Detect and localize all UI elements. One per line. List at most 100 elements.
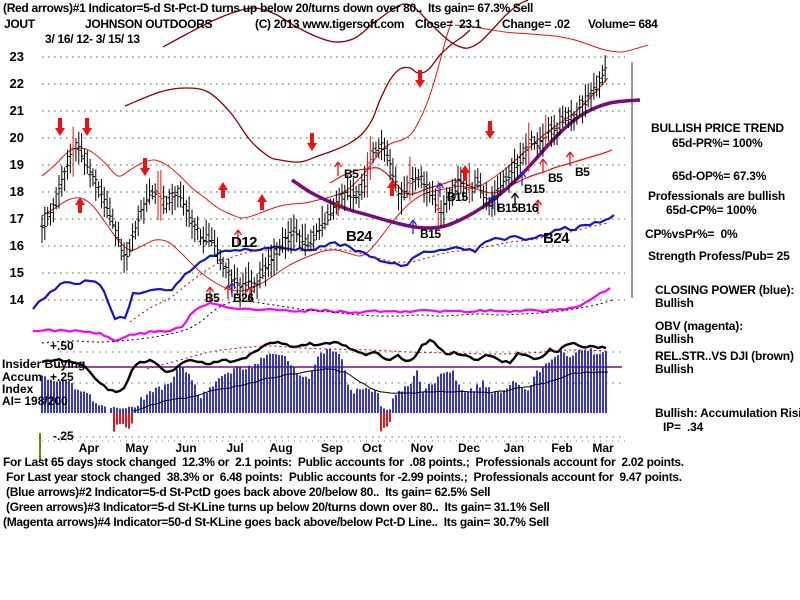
price-axis-label: 18: [9, 184, 24, 199]
signal-label-d12: D12: [231, 234, 258, 251]
signal-label-b5: B5: [548, 171, 563, 185]
price-axis-label: 22: [9, 76, 24, 91]
month-axis-label-aug: Aug: [269, 441, 293, 455]
month-axis-label-nov: Nov: [410, 441, 434, 455]
relstr-header-squiggle-line: [162, 0, 529, 49]
relstr-vs-dji-line: [124, 29, 471, 163]
signal-label-b15: B15: [420, 227, 441, 241]
footer-indicator-line-5: (Magenta arrows)#4 Indicator=50-d St-KLi…: [3, 515, 549, 529]
signal-label-b5: B5: [205, 291, 220, 305]
price-axis-label: 21: [9, 103, 24, 118]
price-axis-label: 23: [9, 49, 24, 64]
month-axis-label-apr: Apr: [78, 441, 100, 455]
thin-red-up-arrow: [565, 151, 571, 158]
close-value: Close= 23.1: [415, 17, 482, 31]
copyright-text: (C) 2013 www.tigersoft.com: [255, 17, 405, 31]
left-axis-label: +.50: [50, 339, 74, 353]
right-panel-text: Strength Profess/Pub= 25: [648, 249, 790, 263]
price-axis-label: 17: [9, 211, 24, 226]
accum-thin-ma-line: [132, 368, 609, 412]
upper-band-2-line: [454, 24, 649, 53]
right-panel-text: CP%vsPr%= 0%: [645, 227, 738, 241]
thin-red-up-arrow: [333, 201, 339, 208]
right-panel-text: IP= .34: [663, 420, 704, 434]
bold-red-down-arrow: [307, 143, 317, 151]
left-axis-label: Insider Buying: [2, 357, 86, 371]
bold-red-up-arrow: [387, 180, 397, 188]
thin-red-up-arrow: [223, 284, 229, 291]
price-axis-label: 14: [9, 292, 24, 307]
signal-label-b24: B24: [543, 230, 570, 247]
bold-red-up-arrow: [257, 194, 267, 202]
indicator1-description: (Red arrows)#1 Indicator=5-d St-Pct-D tu…: [3, 1, 534, 15]
thin-red-up-arrow: [538, 158, 544, 165]
cp-dotted-red-line: [129, 222, 609, 323]
company-name: JOHNSON OUTDOORS: [85, 17, 213, 31]
thin-red-up-arrow: [245, 286, 251, 293]
thin-red-up-arrow: [205, 286, 211, 293]
footer-indicator-line-2: For Last year stock changed 38.3% or 6.4…: [3, 470, 682, 484]
bold-red-up-arrow: [75, 197, 85, 205]
month-axis-label-dec: Dec: [457, 441, 480, 455]
month-axis-label-jul: Jul: [226, 441, 244, 455]
right-panel-text: BULLISH PRICE TREND: [651, 121, 784, 135]
bold-red-down-arrow: [415, 80, 425, 88]
month-axis-label-mar: Mar: [592, 441, 614, 455]
thin-blue-up-arrow: [227, 282, 233, 289]
lower-band-line: [41, 77, 609, 292]
signal-label-b24: B24: [346, 228, 373, 245]
thin-black-up-arrow: [510, 192, 516, 199]
thin-red-up-arrow: [537, 199, 543, 206]
signal-label-b5: B5: [575, 165, 590, 179]
bold-red-up-arrow: [218, 182, 228, 190]
upper-band-line: [41, 19, 453, 219]
thin-blue-up-arrow: [231, 282, 237, 289]
month-axis-label-oct: Oct: [361, 441, 382, 455]
signal-label-b15: B15: [447, 190, 468, 204]
footer-indicator-line-4: (Green arrows)#3 Indicator=5-d St-KLine …: [3, 500, 550, 514]
thin-red-up-arrow: [233, 229, 239, 236]
bold-red-down-arrow: [485, 131, 495, 139]
bold-red-up-arrow: [460, 165, 470, 173]
thin-blue-up-arrow: [488, 194, 494, 201]
change-value: Change= .02: [502, 17, 570, 31]
insider-accum-line-line: [41, 338, 607, 394]
thin-red-up-arrow: [209, 286, 215, 293]
month-axis-label-may: May: [125, 441, 149, 455]
closing-power-line: [32, 214, 615, 321]
thin-red-up-arrow: [542, 158, 548, 165]
month-axis-label-feb: Feb: [551, 441, 573, 455]
right-panel-text: 65d-OP%= 67.3%: [672, 169, 767, 183]
price-axis-label: 15: [9, 265, 24, 280]
right-panel-text: CLOSING POWER (blue):: [655, 283, 795, 297]
thin-blue-up-arrow: [521, 171, 527, 178]
thin-blue-up-arrow: [408, 219, 414, 226]
right-panel-text: Bullish: Accumulation Risi: [655, 406, 800, 420]
left-axis-label: -.25: [53, 429, 74, 443]
thin-red-up-arrow: [249, 286, 255, 293]
thin-red-up-arrow: [227, 284, 233, 291]
right-panel-text: Bullish: [655, 362, 694, 376]
thin-red-up-arrow: [533, 199, 539, 206]
right-panel-text: Professionals are bullish: [648, 189, 786, 203]
price-axis-label: 19: [9, 157, 24, 172]
left-axis-label: Index: [2, 382, 34, 396]
accum-dotted-red-line: [146, 345, 608, 370]
right-panel-text: REL.STR..VS DJI (brown): [655, 349, 794, 363]
thin-red-up-arrow: [237, 229, 243, 236]
month-axis-label-jun: Jun: [175, 441, 197, 455]
footer-indicator-line-3: (Blue arrows)#2 Indicator=5-d St-PctD go…: [3, 485, 491, 499]
volume-value: Volume= 684: [588, 17, 658, 31]
ma-65d-line: [291, 98, 641, 230]
price-axis-label: 16: [9, 238, 24, 253]
left-axis-label: Accum: [2, 370, 43, 384]
bold-red-down-arrow: [55, 128, 65, 136]
left-axis-label: AI= 198/200: [2, 394, 68, 408]
thin-blue-up-arrow: [412, 219, 418, 226]
signal-label-b26: B26: [233, 291, 254, 305]
thin-blue-up-arrow: [517, 171, 523, 178]
signal-label-b5: B5: [344, 167, 359, 181]
right-panel-text: Bullish: [655, 296, 694, 310]
thin-red-up-arrow: [337, 201, 343, 208]
